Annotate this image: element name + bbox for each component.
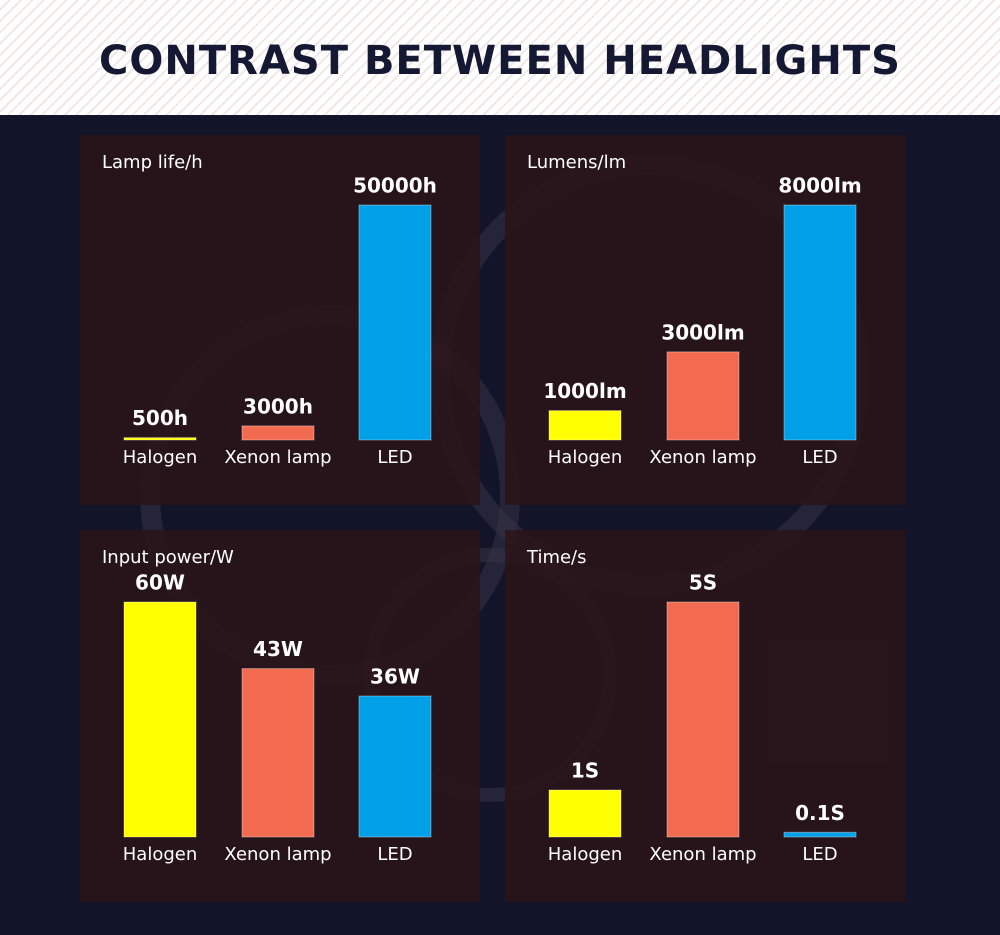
value-label: 36W [370, 665, 420, 689]
bar [358, 695, 432, 838]
bar [783, 204, 857, 441]
value-label: 60W [135, 571, 185, 595]
value-label: 3000lm [661, 320, 744, 344]
bar [358, 204, 432, 441]
category-label: Halogen [548, 447, 623, 468]
value-label: 1S [571, 759, 599, 783]
value-label: 3000h [243, 394, 313, 418]
panel-title: Time/s [526, 547, 587, 568]
value-label: 8000lm [778, 174, 861, 198]
value-label: 0.1S [795, 801, 845, 825]
panel-title: Input power/W [102, 547, 234, 568]
bar [241, 425, 315, 441]
category-label: LED [802, 844, 837, 865]
panel-title: Lamp life/h [102, 152, 203, 173]
charts: Lamp life/h 500h Halogen 3000h Xenon lamp 500… [80, 135, 905, 902]
value-label: 43W [253, 637, 303, 661]
category-label: Xenon lamp [224, 447, 331, 468]
bar [783, 831, 857, 838]
banner [0, 0, 1000, 115]
bar [123, 601, 197, 838]
value-label: 50000h [353, 174, 437, 198]
category-label: Xenon lamp [649, 447, 756, 468]
value-label: 500h [132, 406, 188, 430]
panel-title: Lumens/lm [527, 152, 626, 173]
bar [548, 410, 622, 441]
bar [666, 351, 740, 441]
bar [666, 601, 740, 838]
bar [123, 437, 197, 441]
category-label: Xenon lamp [224, 844, 331, 865]
category-label: LED [802, 447, 837, 468]
category-label: Halogen [123, 447, 198, 468]
category-label: Xenon lamp [649, 844, 756, 865]
bar [241, 668, 315, 838]
bar [548, 789, 622, 838]
category-label: LED [377, 447, 412, 468]
value-label: 5S [689, 571, 717, 595]
page-title: CONTRAST BETWEEN HEADLIGHTS [99, 38, 901, 84]
category-label: Halogen [123, 844, 198, 865]
category-label: Halogen [548, 844, 623, 865]
category-label: LED [377, 844, 412, 865]
value-label: 1000lm [543, 379, 626, 403]
